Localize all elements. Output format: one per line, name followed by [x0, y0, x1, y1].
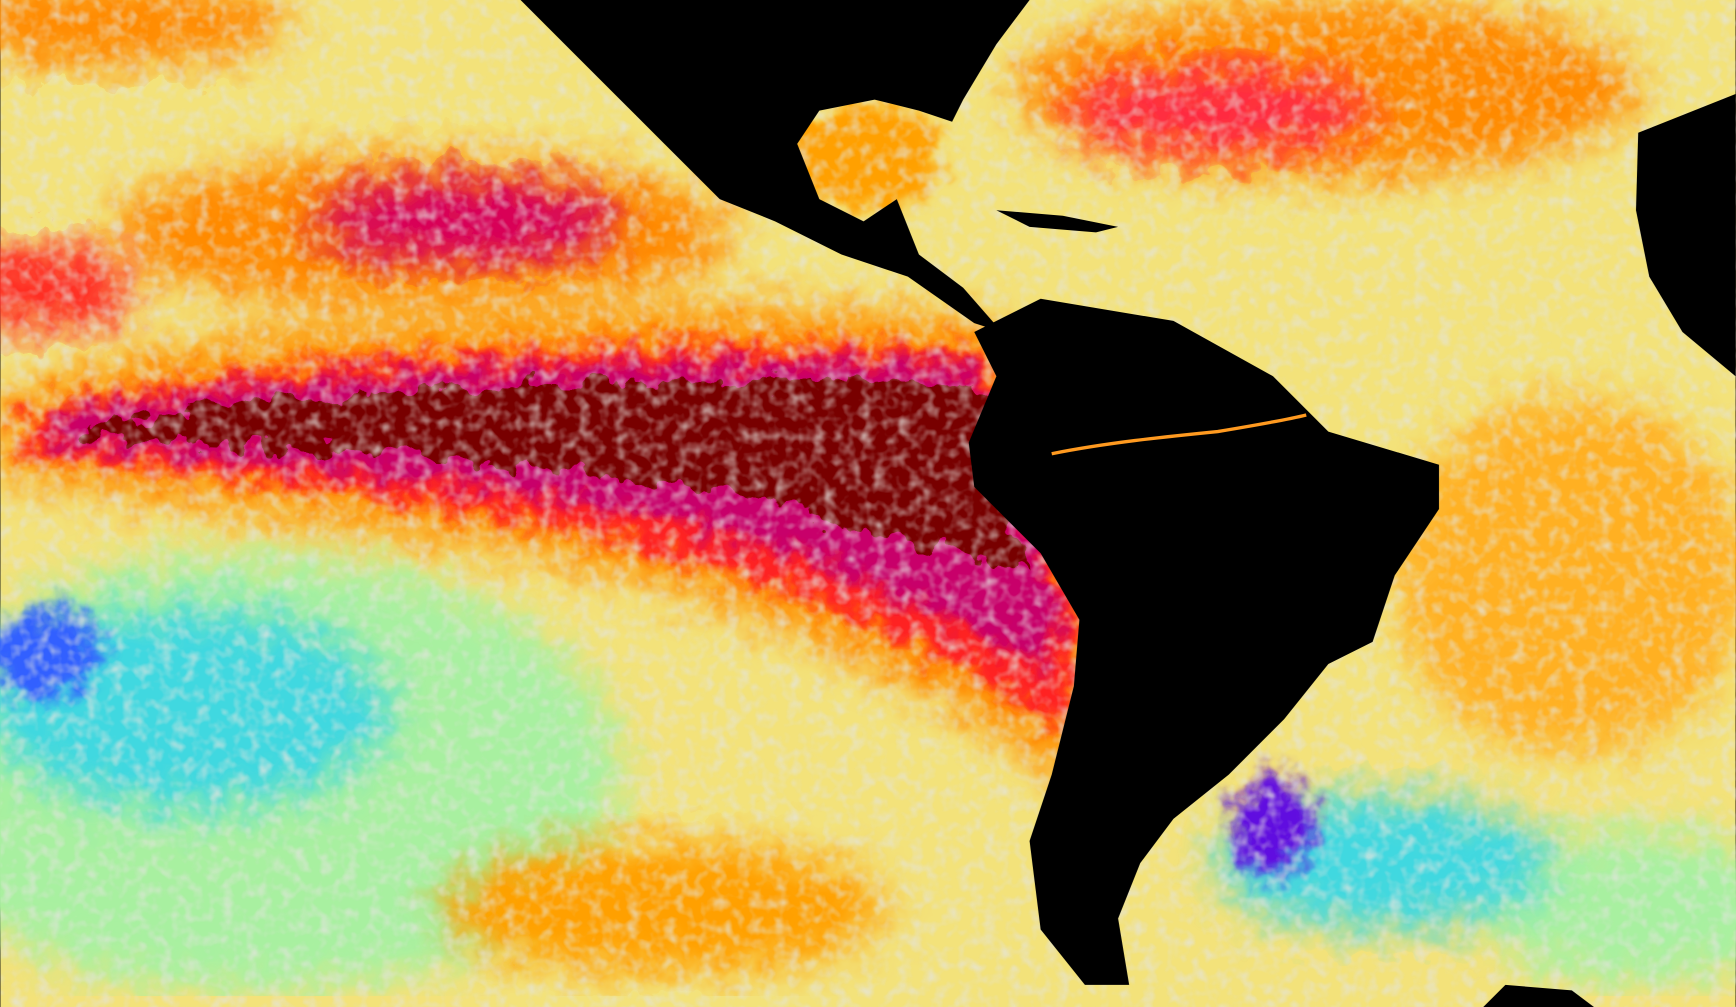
south-america [968, 298, 1440, 985]
africa [1635, 94, 1736, 377]
land-masses [520, 0, 1736, 1007]
north-america [520, 0, 1030, 332]
caribbean-islands [996, 210, 1119, 233]
amazon-river [1051, 413, 1307, 456]
antarctic-edge [1483, 984, 1594, 1007]
